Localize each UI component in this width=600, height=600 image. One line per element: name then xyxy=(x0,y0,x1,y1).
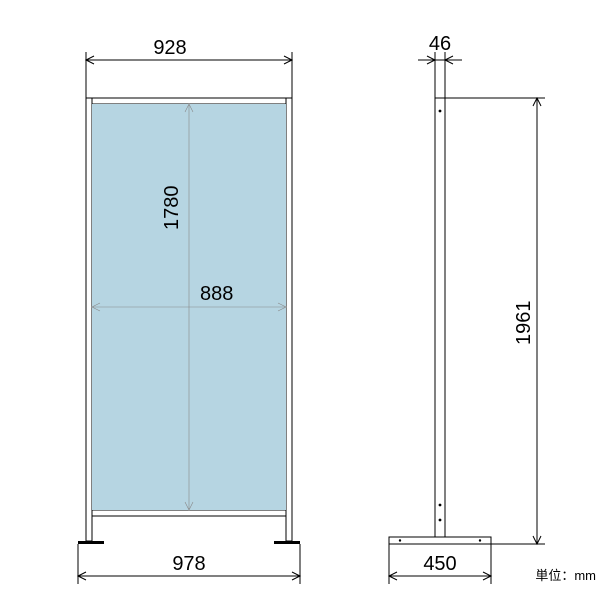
dim-panel-height: 1780 xyxy=(161,186,183,231)
front-top-rail xyxy=(92,98,286,104)
side-post xyxy=(435,98,445,537)
side-post-hole-bot2 xyxy=(439,519,442,522)
dim-450: 450 xyxy=(423,553,456,575)
side-post-hole-top xyxy=(439,110,442,113)
dim-1961: 1961 xyxy=(513,301,535,346)
dim-978: 978 xyxy=(172,553,205,575)
front-left-post xyxy=(86,98,92,541)
dim-46: 46 xyxy=(429,33,451,55)
dim-panel-width: 888 xyxy=(200,283,233,305)
side-base xyxy=(389,537,491,544)
dim-928: 928 xyxy=(153,37,186,59)
unit-label: 単位：mm xyxy=(535,568,596,583)
side-base-hole-r xyxy=(479,539,481,541)
side-base-hole-l xyxy=(399,539,401,541)
front-right-post xyxy=(286,98,292,541)
front-bottom-rail xyxy=(92,510,286,516)
side-post-hole-bot1 xyxy=(439,504,442,507)
